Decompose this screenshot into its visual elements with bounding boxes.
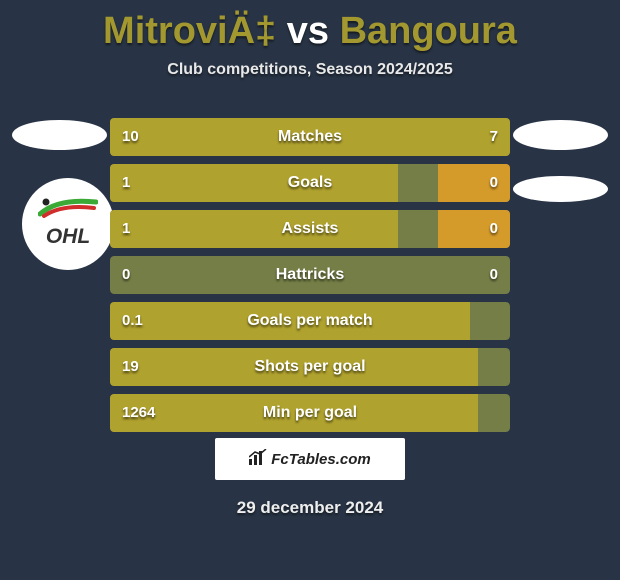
footer-date: 29 december 2024 bbox=[0, 498, 620, 518]
stat-row: 107Matches bbox=[110, 118, 510, 156]
chart-icon bbox=[249, 449, 267, 469]
stat-metric-label: Matches bbox=[110, 118, 510, 156]
stat-row: 1264Min per goal bbox=[110, 394, 510, 432]
stat-row: 10Goals bbox=[110, 164, 510, 202]
title-player2: Bangoura bbox=[340, 10, 517, 52]
stat-metric-label: Shots per goal bbox=[110, 348, 510, 386]
subtitle: Club competitions, Season 2024/2025 bbox=[0, 61, 620, 79]
stat-metric-label: Goals per match bbox=[110, 302, 510, 340]
player2-badge-placeholder-2 bbox=[513, 176, 608, 202]
comparison-chart: 107Matches 10Goals 10Assists 00Hattricks 0.1… bbox=[110, 118, 510, 440]
stat-row: 19Shots per goal bbox=[110, 348, 510, 386]
club-logo-left: OHL bbox=[22, 178, 114, 270]
stat-metric-label: Min per goal bbox=[110, 394, 510, 432]
player1-badge-placeholder bbox=[12, 120, 107, 150]
attribution-text: FcTables.com bbox=[271, 451, 370, 468]
stat-metric-label: Goals bbox=[110, 164, 510, 202]
stat-row: 10Assists bbox=[110, 210, 510, 248]
page-title: MitroviÄ‡ vs Bangoura bbox=[0, 0, 620, 53]
stat-metric-label: Assists bbox=[110, 210, 510, 248]
stat-row: 00Hattricks bbox=[110, 256, 510, 294]
stat-metric-label: Hattricks bbox=[110, 256, 510, 294]
attribution-badge: FcTables.com bbox=[215, 438, 405, 480]
title-player1: MitroviÄ‡ bbox=[103, 10, 276, 52]
title-vs: vs bbox=[287, 10, 329, 52]
player2-badge-placeholder-1 bbox=[513, 120, 608, 150]
ohl-swoosh-icon bbox=[38, 196, 98, 218]
stat-row: 0.1Goals per match bbox=[110, 302, 510, 340]
club-logo-label: OHL bbox=[46, 225, 90, 249]
